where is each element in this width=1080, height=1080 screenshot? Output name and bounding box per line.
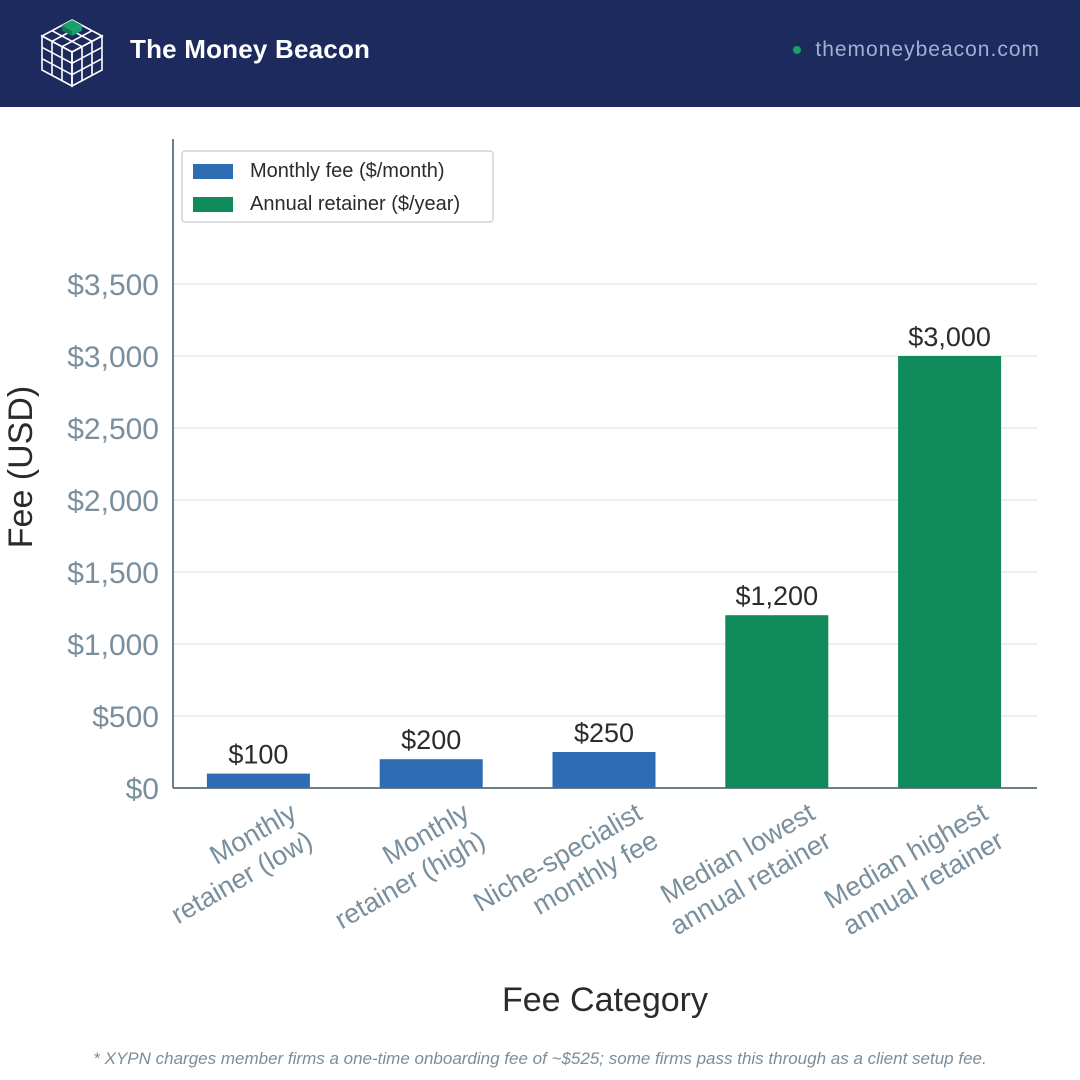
bar-value-label: $1,200 (736, 581, 819, 611)
y-tick-label: $1,000 (67, 629, 159, 662)
legend-label: Monthly fee ($/month) (250, 160, 445, 182)
bar-value-label: $200 (401, 725, 461, 755)
y-tick-label: $500 (92, 701, 159, 734)
bar[interactable] (898, 356, 1002, 788)
site-url: themoneybeacon.com (815, 38, 1040, 61)
y-tick-label: $0 (126, 773, 159, 806)
bar-value-label: $3,000 (908, 322, 991, 352)
x-axis-title: Fee Category (502, 981, 708, 1019)
y-tick-label: $3,000 (67, 341, 159, 374)
bar[interactable] (552, 752, 656, 788)
bar[interactable] (206, 773, 310, 788)
bar-chart: $0 $500 $1,000 $1,500 $2,000 $2,500 $3,000 $3,5… (2, 139, 1037, 1019)
header-bar: The Money Beacon themoneybeacon.com (0, 0, 1080, 107)
site-link[interactable]: themoneybeacon.com (793, 38, 1040, 62)
y-tick-label: $2,500 (67, 413, 159, 446)
brand-name: The Money Beacon (130, 34, 371, 64)
y-tick-label: $2,000 (67, 485, 159, 518)
y-axis-title: Fee (USD) (2, 386, 40, 548)
legend-swatch (193, 164, 233, 179)
status-dot-icon (793, 46, 802, 54)
footnote: * XYPN charges member firms a one-time o… (93, 1049, 987, 1068)
cube-grid-logo-icon (40, 19, 104, 88)
bar-value-label: $250 (574, 718, 634, 748)
bar[interactable] (725, 615, 829, 788)
bar[interactable] (379, 759, 483, 788)
chart-area: $0 $500 $1,000 $1,500 $2,000 $2,500 $3,000 $3,5… (0, 107, 1080, 1080)
legend-label: Annual retainer ($/year) (250, 193, 460, 215)
bar-value-label: $100 (228, 740, 288, 770)
y-tick-label: $3,500 (67, 269, 159, 302)
legend-box (181, 150, 494, 223)
legend-swatch (193, 197, 233, 212)
y-tick-label: $1,500 (67, 557, 159, 590)
